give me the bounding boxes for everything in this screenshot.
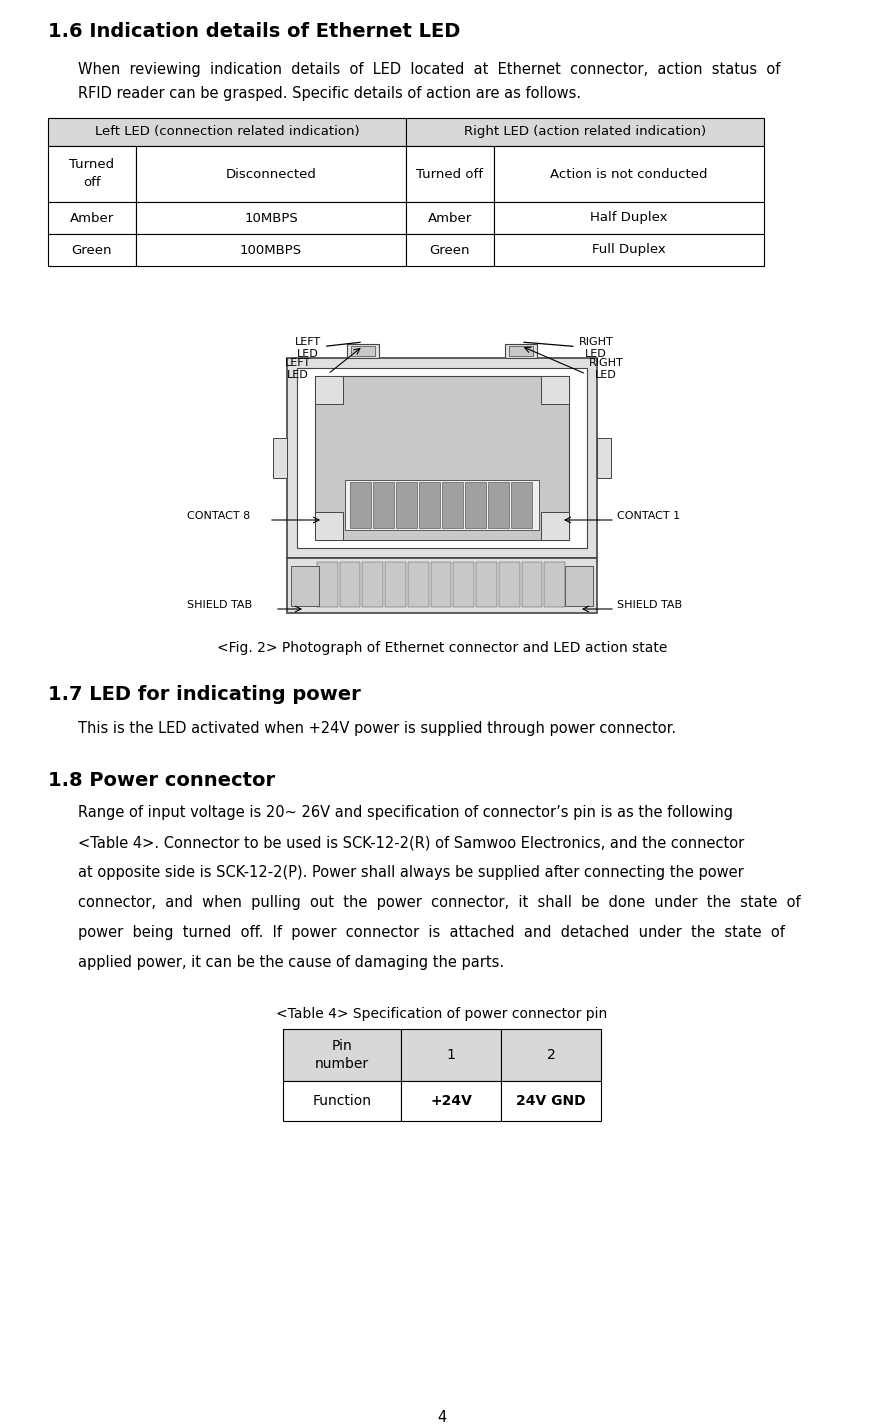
Bar (363, 563, 383, 607)
Bar (494, 146, 764, 201)
Text: LEFT
LED: LEFT LED (285, 358, 311, 380)
Text: 1: 1 (447, 1048, 456, 1062)
Bar (406, 146, 494, 201)
Bar (48, 234, 136, 266)
Bar (408, 563, 428, 607)
Bar (509, 346, 533, 356)
Bar (48, 119, 406, 146)
Text: Left LED (connection related indication): Left LED (connection related indication) (95, 126, 359, 139)
Bar (401, 1030, 501, 1081)
Text: RIGHT
LED: RIGHT LED (589, 358, 623, 380)
Bar (48, 146, 136, 201)
Bar (597, 438, 611, 478)
Text: SHIELD TAB: SHIELD TAB (617, 600, 682, 610)
Text: 100MBPS: 100MBPS (240, 244, 302, 257)
Bar (347, 344, 379, 358)
Text: Turned
off: Turned off (69, 159, 114, 190)
Text: power  being  turned  off.  If  power  connector  is  attached  and  detached  u: power being turned off. If power connect… (78, 925, 785, 940)
Text: Range of input voltage is 20~ 26V and specification of connector’s pin is as the: Range of input voltage is 20~ 26V and sp… (78, 805, 733, 820)
Bar (431, 563, 451, 607)
Bar (350, 483, 371, 528)
Bar (494, 201, 764, 234)
Text: When  reviewing  indication  details  of  LED  located  at  Ethernet  connector,: When reviewing indication details of LED… (78, 61, 781, 77)
Text: Action is not conducted: Action is not conducted (550, 167, 708, 180)
Text: Function: Function (312, 1094, 372, 1108)
Bar (48, 201, 136, 234)
Text: <Table 4> Specification of power connector pin: <Table 4> Specification of power connect… (276, 1007, 608, 1021)
Text: Amber: Amber (427, 211, 472, 224)
Bar (401, 1081, 501, 1121)
Text: 1.7 LED for indicating power: 1.7 LED for indicating power (48, 685, 361, 704)
Bar (541, 376, 569, 404)
Bar (297, 368, 587, 548)
Bar (511, 483, 532, 528)
Bar (476, 563, 496, 607)
Text: SHIELD TAB: SHIELD TAB (187, 600, 252, 610)
Text: applied power, it can be the cause of damaging the parts.: applied power, it can be the cause of da… (78, 955, 504, 970)
Text: Green: Green (430, 244, 470, 257)
Bar (283, 1081, 401, 1121)
Text: 1.8 Power connector: 1.8 Power connector (48, 771, 275, 790)
Bar (406, 234, 494, 266)
Text: at opposite side is SCK-12-2(P). Power shall always be supplied after connecting: at opposite side is SCK-12-2(P). Power s… (78, 865, 743, 880)
Bar (283, 1030, 401, 1081)
Text: connector,  and  when  pulling  out  the  power  connector,  it  shall  be  done: connector, and when pulling out the powe… (78, 895, 801, 910)
Bar (317, 563, 338, 607)
Bar (406, 119, 764, 146)
Bar (340, 563, 360, 607)
Text: 10MBPS: 10MBPS (244, 211, 298, 224)
Bar (501, 1081, 601, 1121)
Text: 2: 2 (547, 1048, 556, 1062)
Text: Right LED (action related indication): Right LED (action related indication) (464, 126, 706, 139)
Text: 24V GND: 24V GND (516, 1094, 586, 1108)
Bar (565, 565, 593, 605)
Text: RIGHT
LED: RIGHT LED (524, 337, 613, 358)
Text: Turned off: Turned off (417, 167, 483, 180)
Bar (136, 201, 406, 234)
Bar (453, 563, 474, 607)
Text: Full Duplex: Full Duplex (592, 244, 666, 257)
Bar (544, 563, 565, 607)
Text: LEFT
LED: LEFT LED (295, 337, 360, 358)
Text: Green: Green (72, 244, 112, 257)
Bar (501, 1030, 601, 1081)
Bar (315, 513, 343, 540)
Bar (315, 376, 569, 540)
Bar (345, 480, 539, 530)
Bar (442, 483, 463, 528)
Bar (541, 513, 569, 540)
Text: CONTACT 1: CONTACT 1 (617, 511, 681, 521)
Bar (396, 483, 417, 528)
Bar (373, 483, 394, 528)
Text: +24V: +24V (430, 1094, 472, 1108)
Bar (315, 376, 343, 404)
Bar (287, 558, 597, 613)
Text: This is the LED activated when +24V power is supplied through power connector.: This is the LED activated when +24V powe… (78, 721, 676, 735)
Bar (419, 483, 440, 528)
Text: Disconnected: Disconnected (226, 167, 317, 180)
Bar (385, 563, 406, 607)
Bar (406, 201, 494, 234)
Text: <Table 4>. Connector to be used is SCK-12-2(R) of Samwoo Electronics, and the co: <Table 4>. Connector to be used is SCK-1… (78, 835, 744, 850)
Bar (465, 483, 486, 528)
Text: Pin
number: Pin number (315, 1038, 369, 1071)
Bar (351, 346, 375, 356)
Bar (488, 483, 509, 528)
Text: RFID reader can be grasped. Specific details of action are as follows.: RFID reader can be grasped. Specific det… (78, 86, 581, 101)
Text: 4: 4 (437, 1409, 447, 1425)
Bar (287, 358, 597, 558)
Text: 1.6 Indication details of Ethernet LED: 1.6 Indication details of Ethernet LED (48, 21, 460, 41)
Text: Amber: Amber (70, 211, 114, 224)
Text: Half Duplex: Half Duplex (590, 211, 668, 224)
Bar (521, 563, 543, 607)
Bar (499, 563, 519, 607)
Bar (505, 344, 537, 358)
Bar (494, 234, 764, 266)
Bar (136, 146, 406, 201)
Bar (291, 565, 319, 605)
Text: <Fig. 2> Photograph of Ethernet connector and LED action state: <Fig. 2> Photograph of Ethernet connecto… (217, 641, 667, 655)
Bar (136, 234, 406, 266)
Bar (273, 438, 287, 478)
Text: CONTACT 8: CONTACT 8 (187, 511, 250, 521)
